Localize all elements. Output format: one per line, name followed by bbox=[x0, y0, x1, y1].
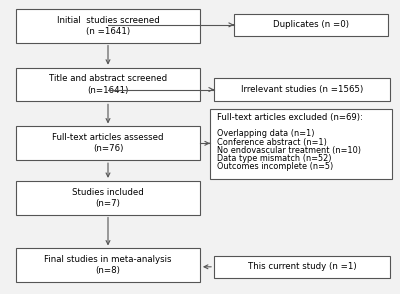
Text: Full-text articles assessed: Full-text articles assessed bbox=[52, 133, 164, 142]
Text: (n=8): (n=8) bbox=[96, 266, 120, 275]
Text: Outcomes incomplete (n=5): Outcomes incomplete (n=5) bbox=[217, 162, 334, 171]
Text: Full-text articles excluded (n=69):: Full-text articles excluded (n=69): bbox=[217, 113, 363, 122]
Text: Initial  studies screened: Initial studies screened bbox=[57, 16, 159, 25]
Text: Duplicates (n =0): Duplicates (n =0) bbox=[273, 20, 349, 29]
Bar bbox=[16, 248, 200, 282]
Text: Title and abstract screened: Title and abstract screened bbox=[49, 74, 167, 83]
Text: Conference abstract (n=1): Conference abstract (n=1) bbox=[217, 138, 327, 147]
Text: This current study (n =1): This current study (n =1) bbox=[248, 262, 356, 271]
Text: Studies included: Studies included bbox=[72, 188, 144, 197]
Bar bbox=[16, 9, 200, 43]
Bar bbox=[214, 256, 390, 278]
Text: Data type mismatch (n=52): Data type mismatch (n=52) bbox=[217, 154, 332, 163]
Text: Final studies in meta-analysis: Final studies in meta-analysis bbox=[44, 255, 172, 264]
Text: (n =1641): (n =1641) bbox=[86, 27, 130, 36]
Text: (n=1641): (n=1641) bbox=[87, 86, 129, 95]
Bar bbox=[16, 68, 200, 101]
Text: Irrelevant studies (n =1565): Irrelevant studies (n =1565) bbox=[241, 85, 363, 94]
Bar bbox=[210, 109, 392, 179]
Text: (n=7): (n=7) bbox=[96, 199, 120, 208]
Text: (n=76): (n=76) bbox=[93, 144, 123, 153]
Bar bbox=[16, 181, 200, 215]
Bar bbox=[16, 126, 200, 160]
Bar bbox=[214, 78, 390, 101]
Bar bbox=[234, 14, 388, 36]
Text: Overlapping data (n=1): Overlapping data (n=1) bbox=[217, 129, 315, 138]
Text: No endovascular treatment (n=10): No endovascular treatment (n=10) bbox=[217, 146, 361, 155]
